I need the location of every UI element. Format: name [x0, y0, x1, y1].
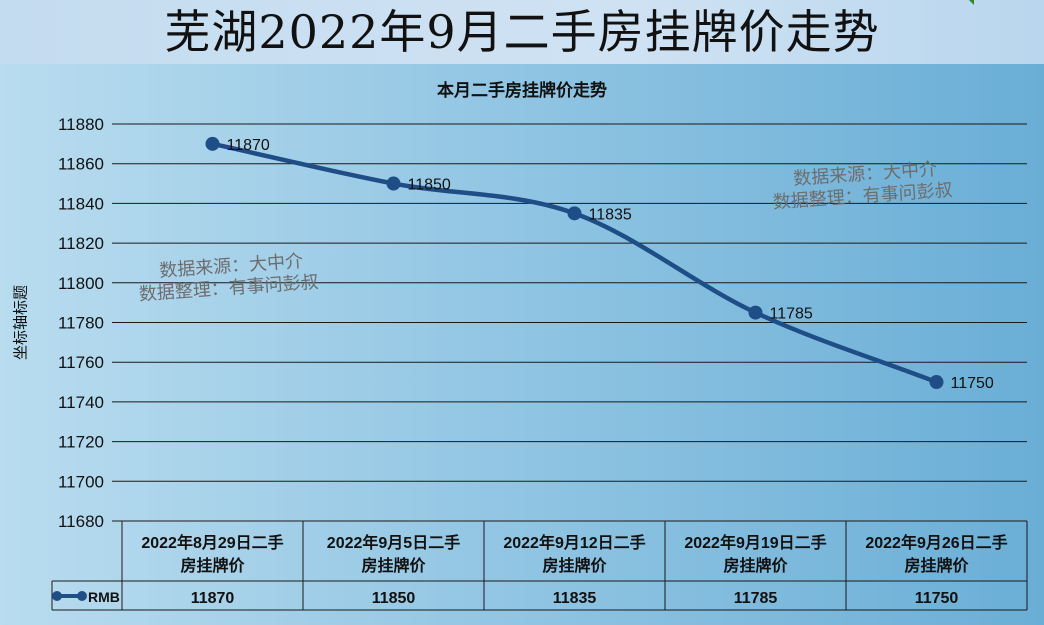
page-title: 芜湖2022年9月二手房挂牌价走势 — [164, 5, 880, 59]
y-tick-label: 11780 — [58, 314, 104, 333]
y-tick-label: 11760 — [58, 353, 104, 372]
x-category-label: 2022年9月19日二手 — [684, 533, 826, 552]
y-tick-label: 11740 — [58, 393, 104, 412]
data-label: 11785 — [770, 306, 813, 323]
x-category-label: 2022年8月29日二手 — [141, 533, 283, 552]
x-category-label: 房挂牌价 — [723, 556, 788, 575]
legend-marker — [52, 591, 62, 601]
chart-title: 本月二手房挂牌价走势 — [437, 81, 607, 101]
y-tick-label: 11700 — [58, 472, 104, 491]
x-category-label: 2022年9月12日二手 — [503, 533, 645, 552]
y-tick-label: 11820 — [58, 234, 104, 253]
y-tick-label: 11840 — [58, 194, 104, 213]
data-point — [748, 305, 763, 320]
table-value: 11785 — [734, 590, 778, 607]
table-value: 11850 — [372, 590, 416, 607]
data-label: 11835 — [589, 206, 632, 223]
title-band — [0, 0, 1044, 64]
plot-background — [0, 64, 1044, 625]
data-label: 11750 — [951, 375, 994, 392]
x-category-label: 房挂牌价 — [904, 556, 969, 575]
data-point — [929, 375, 944, 390]
x-category-label: 2022年9月5日二手 — [327, 533, 460, 552]
x-category-label: 2022年9月26日二手 — [865, 533, 1007, 552]
y-tick-label: 11860 — [58, 155, 104, 174]
data-label: 11870 — [227, 137, 270, 154]
data-label: 11850 — [408, 177, 451, 194]
y-tick-label: 11720 — [58, 433, 104, 452]
legend-label: RMB — [88, 589, 120, 605]
y-tick-label: 11680 — [58, 512, 104, 531]
data-point — [205, 136, 220, 151]
y-tick-label: 11800 — [58, 274, 104, 293]
table-value: 11750 — [915, 590, 959, 607]
data-point — [386, 176, 401, 191]
table-value: 11835 — [553, 590, 597, 607]
x-category-label: 房挂牌价 — [180, 556, 245, 575]
y-tick-label: 11880 — [58, 115, 104, 134]
x-category-label: 房挂牌价 — [542, 556, 607, 575]
table-value: 11870 — [191, 590, 235, 607]
legend-marker — [77, 591, 87, 601]
data-point — [567, 206, 582, 221]
corner-mark — [969, 0, 974, 5]
x-category-label: 房挂牌价 — [361, 556, 426, 575]
